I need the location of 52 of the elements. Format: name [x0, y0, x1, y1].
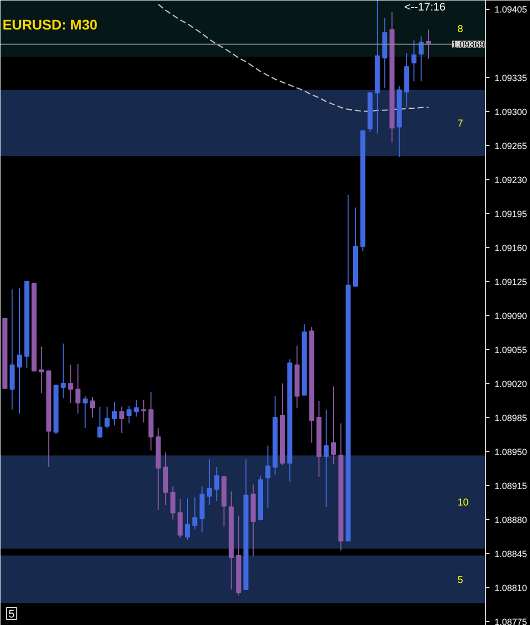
candlestick — [16, 288, 22, 414]
y-tick-label: 1.09055 — [494, 344, 528, 355]
band-label: 10 — [458, 498, 470, 509]
candlestick — [75, 364, 80, 414]
candlestick — [68, 364, 74, 404]
y-tick-label: 1.08845 — [494, 549, 528, 560]
band-label: 5 — [458, 574, 464, 586]
candlestick — [331, 386, 336, 465]
candlestick — [104, 406, 110, 429]
y-tick-label: 1.09090 — [494, 310, 528, 321]
candlestick — [112, 401, 117, 426]
annotation: 5 — [8, 608, 15, 620]
y-tick-label: 1.09160 — [494, 242, 528, 253]
candlestick — [90, 396, 96, 418]
band-label: 7 — [458, 118, 464, 130]
y-tick-label: 1.09195 — [494, 208, 528, 219]
candlestick — [411, 40, 416, 82]
candlestick — [192, 496, 198, 530]
band-label: 8 — [458, 24, 464, 36]
y-tick-label: 1.08880 — [494, 515, 528, 526]
candlestick — [184, 498, 190, 540]
y-tick-label: 1.08985 — [494, 412, 528, 423]
y-tick-label: 1.09230 — [494, 174, 528, 185]
annotation: <--17:16 — [404, 2, 446, 14]
candlestick — [134, 399, 139, 418]
candlestick — [97, 406, 102, 438]
candlestick — [265, 445, 270, 508]
candlestick — [426, 29, 432, 60]
y-tick-label: 1.08810 — [494, 583, 528, 594]
candlestick — [178, 498, 183, 539]
candlestick — [126, 405, 132, 424]
candlestick — [141, 399, 146, 423]
y-tick-label: 1.08915 — [494, 481, 528, 492]
candlestick — [214, 466, 220, 502]
ref-line-label: 1.09369 — [452, 40, 485, 50]
candlestick — [324, 409, 329, 508]
y-tick-label: 1.09020 — [494, 378, 528, 389]
candlestick — [119, 406, 124, 434]
y-tick-label: 1.08775 — [494, 617, 528, 625]
y-tick-label: 1.09125 — [494, 276, 528, 287]
y-tick-label: 1.09300 — [494, 106, 528, 117]
y-tick-label: 1.08950 — [494, 447, 528, 458]
candlestick — [60, 343, 66, 399]
candlestick — [82, 396, 88, 429]
candlestick — [170, 486, 176, 520]
y-tick-label: 1.09405 — [494, 4, 528, 15]
text: EURUSD: M30 — [2, 16, 98, 32]
candlestick — [38, 346, 44, 394]
candlestick — [206, 458, 212, 506]
y-tick-label: 1.09265 — [494, 140, 528, 151]
candlestick — [418, 36, 424, 82]
y-tick-label: 1.09335 — [494, 72, 528, 83]
